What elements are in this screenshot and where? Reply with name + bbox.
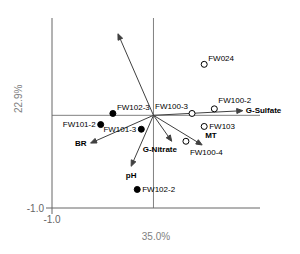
- svg-text:-1.0: -1.0: [43, 214, 61, 225]
- svg-text:-1.0: -1.0: [27, 203, 45, 214]
- svg-text:FW100-4: FW100-4: [190, 148, 223, 157]
- svg-text:FW100-2: FW100-2: [218, 96, 251, 105]
- svg-text:FW101-3: FW101-3: [103, 125, 136, 134]
- svg-text:FW101-2: FW101-2: [63, 120, 96, 129]
- svg-text:BR: BR: [75, 139, 87, 148]
- svg-text:22.9%: 22.9%: [13, 85, 24, 113]
- svg-text:FW024: FW024: [208, 54, 234, 63]
- svg-text:FW102-2: FW102-2: [142, 185, 175, 194]
- svg-text:pH: pH: [126, 171, 137, 180]
- svg-text:35.0%: 35.0%: [142, 231, 170, 242]
- svg-text:FW100-3: FW100-3: [155, 102, 188, 111]
- svg-text:MT: MT: [205, 131, 217, 140]
- svg-text:G-Nitrate: G-Nitrate: [143, 145, 178, 154]
- svg-text:FW103: FW103: [209, 122, 235, 131]
- svg-text:G-Sulfate: G-Sulfate: [246, 106, 282, 115]
- svg-text:FW102-3: FW102-3: [117, 103, 150, 112]
